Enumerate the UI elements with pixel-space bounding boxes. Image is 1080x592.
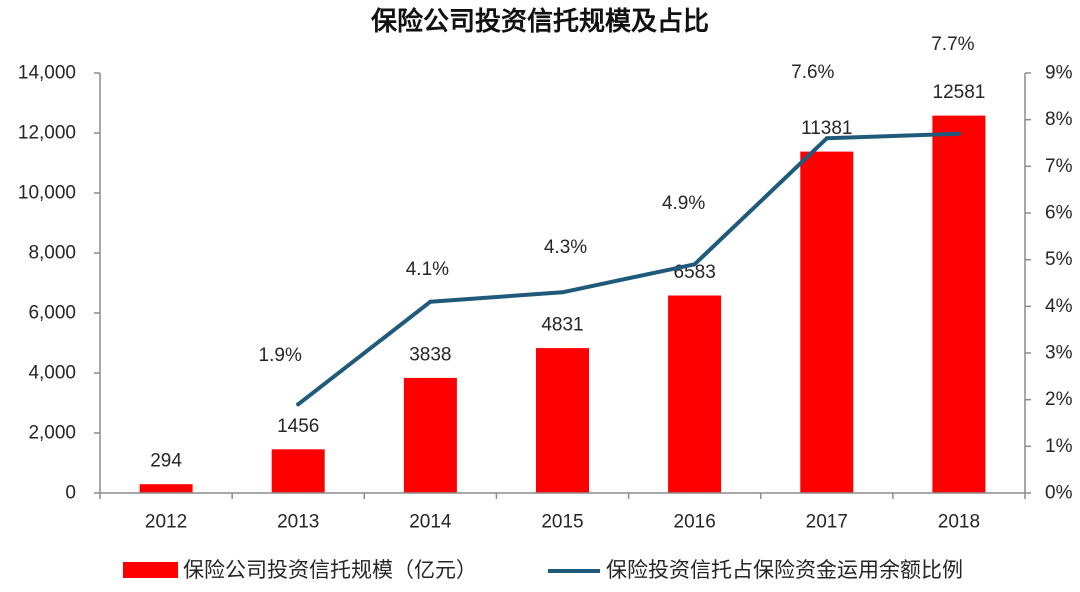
legend: 保险公司投资信托规模（亿元） 保险投资信托占保险资金运用余额比例 xyxy=(123,558,963,582)
bar-2013 xyxy=(271,449,325,493)
right-axis-tick-label: 5% xyxy=(1045,249,1073,270)
legend-line-label: 保险投资信托占保险资金运用余额比例 xyxy=(606,558,963,582)
right-axis-tick-label: 4% xyxy=(1045,296,1073,317)
category-label-2015: 2015 xyxy=(541,512,583,533)
category-label-2018: 2018 xyxy=(938,512,980,533)
bar-value-label-2015: 4831 xyxy=(541,315,583,336)
ratio-value-label-2017: 7.6% xyxy=(791,62,834,83)
bar-value-label-2018: 12581 xyxy=(933,82,986,103)
ratio-value-label-2014: 4.1% xyxy=(406,259,449,280)
right-axis-tick-label: 7% xyxy=(1045,156,1073,177)
ratio-point-2018 xyxy=(956,131,961,136)
category-label-2013: 2013 xyxy=(277,512,319,533)
ratio-value-label-2018: 7.7% xyxy=(931,34,974,55)
right-axis-tick-label: 2% xyxy=(1045,389,1073,410)
line-value-labels: 1.9% 4.1% 4.3% 4.9% 7.6% 7.7% xyxy=(259,34,975,366)
line-series xyxy=(296,131,961,407)
bar-2018 xyxy=(932,115,986,493)
left-axis-tick-label: 6,000 xyxy=(28,303,76,324)
left-axis-tick-label: 8,000 xyxy=(28,243,76,264)
bar-2015 xyxy=(536,348,589,493)
bar-2012 xyxy=(139,484,193,493)
ratio-point-2013 xyxy=(296,402,301,407)
ratio-value-label-2013: 1.9% xyxy=(259,345,302,366)
ratio-point-2017 xyxy=(824,136,829,141)
ratio-point-2014 xyxy=(428,299,433,304)
left-axis-tick-label: 14,000 xyxy=(18,63,76,84)
bar-value-label-2017: 11381 xyxy=(801,118,852,139)
bar-series xyxy=(139,115,986,493)
bar-2017 xyxy=(800,151,854,493)
legend-bar-swatch xyxy=(123,562,178,578)
left-axis-tick-label: 2,000 xyxy=(28,423,76,444)
left-axis-tick-label: 12,000 xyxy=(18,123,76,144)
right-axis-tick-label: 1% xyxy=(1045,436,1073,457)
category-label-2012: 2012 xyxy=(145,512,187,533)
right-axis-tick-label: 0% xyxy=(1045,483,1073,504)
legend-bar-label: 保险公司投资信托规模（亿元） xyxy=(183,558,477,582)
left-axis-tick-label: 0 xyxy=(65,483,76,504)
ratio-point-2015 xyxy=(560,290,565,295)
right-axis-tick-label: 8% xyxy=(1045,109,1073,130)
bar-2016 xyxy=(668,295,722,493)
bar-value-label-2012: 294 xyxy=(150,451,182,472)
left-axis-tick-label: 4,000 xyxy=(28,363,76,384)
category-label-2017: 2017 xyxy=(806,512,848,533)
ratio-value-label-2015: 4.3% xyxy=(544,237,587,258)
ratio-value-label-2016: 4.9% xyxy=(662,193,705,214)
bar-value-label-2014: 3838 xyxy=(409,344,451,365)
category-label-2014: 2014 xyxy=(409,512,452,533)
right-axis-tick-label: 6% xyxy=(1045,203,1073,224)
ratio-point-2016 xyxy=(692,262,697,267)
left-axis-tick-label: 10,000 xyxy=(18,183,76,204)
category-label-2016: 2016 xyxy=(674,512,716,533)
chart-title: 保险公司投资信托规模及占比 xyxy=(370,6,709,37)
right-axis-tick-label: 3% xyxy=(1045,343,1073,364)
ratio-line xyxy=(296,131,961,407)
axes: 0 2,000 4,000 6,000 8,000 10,000 12,000 14,000 0… xyxy=(18,63,1073,533)
bar-value-label-2013: 1456 xyxy=(277,416,319,437)
bar-2014 xyxy=(403,377,457,493)
right-axis-tick-label: 9% xyxy=(1045,63,1073,84)
